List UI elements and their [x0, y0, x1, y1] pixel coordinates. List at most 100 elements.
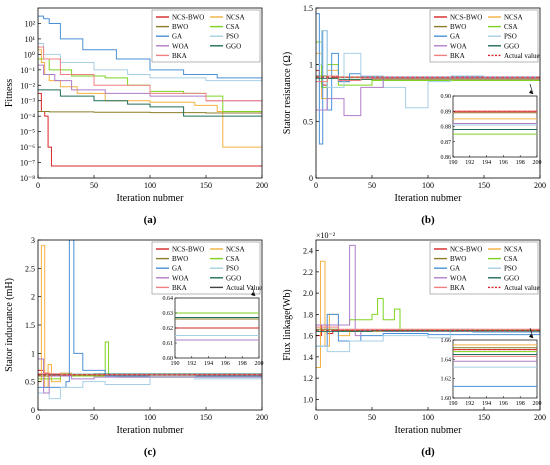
legend-entry: GGO: [226, 42, 241, 50]
legend-entry: WOA: [172, 274, 189, 282]
inset-y-tick-label: 0.87: [441, 140, 452, 146]
series-line-ggo: [38, 89, 262, 117]
legend-entry: WOA: [450, 42, 467, 50]
legend-entry: GA: [450, 265, 460, 273]
legend-entry: BWO: [172, 255, 188, 263]
legend: NCS-BWO NCSA BWO CSA GA PSO WOA GGO BKA: [151, 9, 261, 63]
inset-x-tick-label: 200: [255, 361, 264, 367]
series-line-ncsa: [38, 49, 262, 148]
inset-y-tick-label: 0.60: [163, 356, 174, 362]
x-tick-label: 150: [478, 181, 490, 190]
x-tick-label: 200: [256, 181, 268, 190]
x-axis-label: Iteration nubmer: [117, 193, 185, 204]
series-line-ncsa: [316, 260, 540, 368]
panel-0: 0 50 100 150 200 10² 10¹ 10⁰ 10⁻¹ 10⁻² 10⁻³ 10⁻⁴ 10⁻…: [4, 7, 268, 226]
y-tick-label: 2: [31, 293, 35, 302]
inset-x-tick-label: 196: [499, 160, 508, 166]
y-tick-label: 10⁻⁸: [20, 174, 35, 183]
y-tick-label: 10⁻¹: [20, 66, 35, 75]
y-tick-label: 0.5: [303, 117, 313, 126]
x-tick-label: 50: [90, 413, 98, 422]
y-tick-label: 0: [309, 174, 313, 183]
series-line-bka: [316, 75, 540, 83]
legend-entry: GA: [172, 265, 182, 273]
legend: NCS-BWO NCSA BWO CSA GA PSO WOA GGO BKA Actual Va…: [151, 241, 262, 295]
legend-entry: BKA: [172, 52, 187, 60]
x-tick-label: 200: [256, 413, 268, 422]
y-tick-label: 2.0: [303, 289, 313, 298]
y-tick-label: 10⁻⁶: [20, 143, 35, 152]
legend-entry: PSO: [226, 33, 239, 41]
x-tick-label: 200: [534, 413, 546, 422]
y-tick-label: 10⁻⁵: [20, 128, 35, 137]
y-tick-label: 2.5: [25, 264, 35, 273]
series-line-bka: [38, 46, 262, 121]
legend-entry: GA: [172, 33, 182, 41]
x-axis-label: Iteration nubmer: [117, 425, 185, 436]
inset-y-tick-label: 1.60: [441, 396, 452, 402]
legend-box: [151, 9, 261, 63]
y-tick-label: 10⁻⁴: [20, 112, 35, 121]
legend-entry: PSO: [504, 33, 517, 41]
inset-x-tick-label: 194: [482, 160, 491, 166]
inset-y-tick-label: 0.86: [441, 155, 452, 161]
y-tick-label: 1.5: [25, 321, 35, 330]
legend-entry: CSA: [226, 23, 240, 31]
legend-entry: GA: [450, 33, 460, 41]
legend-entry: NCSA: [504, 14, 523, 22]
y-tick-label: 10²: [25, 19, 36, 28]
panel-label: (d): [421, 446, 435, 458]
x-tick-label: 50: [368, 413, 376, 422]
y-tick-label: 1.0: [303, 395, 313, 404]
series-line-ga: [316, 313, 540, 347]
legend-box: [429, 9, 539, 63]
y-tick-label: 3: [31, 236, 35, 245]
x-tick-label: 0: [36, 413, 40, 422]
legend-entry: BKA: [450, 284, 465, 292]
legend-entry: NCSA: [226, 14, 245, 22]
x-tick-label: 50: [90, 181, 98, 190]
series-line-pso: [38, 375, 262, 400]
y-tick-label: 2.2: [303, 268, 313, 277]
legend-box: [429, 241, 539, 295]
y-tick-label: 0.5: [25, 378, 35, 387]
inset-zoom: 190 192 194 196 198 200 0.60 0.61 0.62 0.63 0.64: [163, 285, 264, 367]
inset-arrow-head: [529, 90, 533, 94]
x-tick-label: 200: [534, 181, 546, 190]
legend-entry: GGO: [504, 274, 519, 282]
panel-label: (c): [144, 446, 157, 458]
y-axis-label: Flux linkage(Wb): [282, 289, 293, 360]
inset-x-tick-label: 192: [465, 160, 474, 166]
legend-entry: NCS-BWO: [172, 246, 204, 254]
y-tick-label: 1.8: [303, 310, 313, 319]
y-tick-label: 1: [309, 61, 313, 70]
inset-zoom: 190 192 194 196 198 200 1.60 1.62 1.64 1.66: [441, 327, 542, 407]
inset-y-tick-label: 0.89: [441, 109, 452, 115]
legend-entry: PSO: [504, 265, 517, 273]
legend-entry: NCS-BWO: [450, 246, 482, 254]
legend-entry: Actual value: [504, 52, 540, 60]
legend-entry: Actual value: [504, 284, 540, 292]
inset-zoom: 190 192 194 196 198 200 0.86 0.87 0.88 0.89 0.90: [441, 83, 542, 166]
x-axis-label: Iteration nubmer: [395, 425, 463, 436]
inset-x-tick-label: 194: [204, 361, 213, 367]
inset-x-tick-label: 196: [499, 401, 508, 407]
series-line-ga: [38, 15, 262, 83]
inset-y-tick-label: 0.88: [441, 125, 452, 131]
series-line-ga: [316, 13, 540, 145]
y-tick-label: 0: [31, 406, 35, 415]
series-group: [316, 13, 540, 145]
inset-y-tick-label: 0.62: [163, 326, 174, 332]
y-axis-label: Stator inductance (mH): [4, 278, 15, 372]
inset-pointer-arrow: [529, 83, 534, 95]
legend-entry: CSA: [504, 255, 518, 263]
y-multiplier-label: ×10⁻²: [316, 231, 336, 240]
inset-frame: [452, 339, 538, 399]
legend-entry: WOA: [450, 274, 467, 282]
legend-entry: BWO: [450, 23, 466, 31]
legend-entry: BKA: [450, 52, 465, 60]
legend-entry: GGO: [226, 274, 241, 282]
series-line-csa: [316, 297, 540, 331]
inset-x-tick-label: 198: [516, 160, 525, 166]
inset-y-tick-label: 1.64: [441, 357, 452, 363]
